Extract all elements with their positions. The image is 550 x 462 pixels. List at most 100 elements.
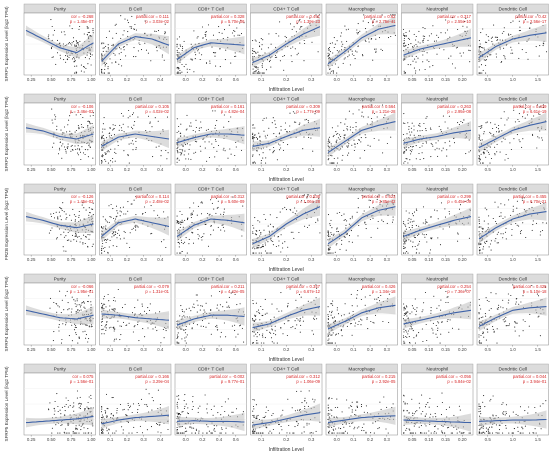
data-point	[115, 23, 117, 25]
data-point	[267, 47, 269, 49]
data-point	[112, 245, 114, 247]
x-tick-label: 0.4	[216, 257, 223, 262]
data-point	[75, 45, 77, 47]
x-tick-label: 0.20	[458, 347, 467, 352]
data-point	[366, 317, 368, 319]
data-point	[67, 124, 69, 126]
data-point	[63, 431, 65, 433]
data-point	[317, 218, 319, 220]
data-point	[221, 224, 223, 226]
data-point	[119, 238, 121, 240]
data-point	[77, 342, 79, 344]
data-point	[67, 423, 69, 425]
data-point	[76, 65, 78, 67]
data-point	[86, 406, 88, 408]
data-point	[65, 403, 67, 406]
data-point	[370, 236, 372, 238]
data-point	[140, 49, 143, 51]
data-point	[258, 245, 260, 247]
data-point	[522, 222, 524, 224]
data-point	[62, 43, 64, 45]
y-axis-label: SFRP5 Expression Level (log2 TPM)	[4, 366, 9, 441]
data-point	[53, 331, 55, 333]
data-point	[191, 214, 193, 216]
data-point	[176, 405, 178, 407]
data-point	[132, 227, 134, 229]
x-tick-label: 0.2	[124, 437, 131, 442]
data-point	[56, 237, 58, 239]
data-point	[407, 64, 409, 66]
data-point	[101, 137, 103, 139]
data-point	[531, 206, 533, 208]
data-point	[292, 46, 294, 48]
data-point	[252, 162, 254, 164]
data-point	[126, 242, 128, 244]
data-point	[210, 309, 212, 311]
data-point	[348, 54, 350, 56]
data-point	[255, 70, 257, 72]
data-point	[154, 326, 156, 328]
data-point	[423, 38, 425, 40]
data-point	[76, 427, 78, 429]
data-point	[79, 405, 81, 407]
data-point	[424, 68, 426, 71]
data-point	[82, 301, 84, 304]
data-point	[332, 234, 334, 236]
data-point	[108, 135, 110, 137]
x-tick-label: 0.50	[47, 437, 56, 442]
data-point	[440, 129, 442, 131]
data-point	[344, 236, 346, 238]
data-point	[67, 231, 69, 233]
data-point	[404, 252, 406, 254]
data-point	[177, 151, 179, 153]
data-point	[73, 57, 75, 59]
p-value: p = 3.29e-04	[145, 379, 169, 384]
data-point	[122, 115, 124, 117]
data-point	[122, 409, 124, 411]
p-value: p = 2.56e-17	[523, 19, 547, 24]
x-axis-label: Infiltration Level	[269, 267, 304, 273]
data-point	[480, 153, 482, 155]
data-point	[327, 318, 329, 320]
data-point	[234, 330, 236, 332]
data-point	[87, 27, 89, 29]
data-point	[299, 317, 301, 319]
data-point	[330, 219, 332, 221]
data-point	[120, 15, 122, 17]
data-point	[54, 118, 56, 120]
data-point	[221, 405, 223, 408]
p-value: p = 4.82e-04	[221, 109, 245, 114]
data-point	[255, 252, 257, 254]
data-point	[501, 32, 503, 34]
data-point	[271, 328, 273, 330]
data-point	[178, 125, 180, 128]
data-point	[106, 415, 108, 417]
data-point	[219, 290, 221, 293]
data-point	[347, 145, 349, 147]
data-point	[220, 229, 222, 231]
data-point	[223, 126, 225, 128]
data-point	[62, 202, 64, 204]
data-point	[255, 302, 257, 304]
p-value: p = 1.34e-18	[372, 289, 396, 294]
data-point	[72, 208, 74, 210]
data-point	[206, 403, 208, 405]
data-point	[484, 59, 486, 61]
data-point	[408, 217, 410, 219]
data-point	[349, 126, 351, 128]
data-point	[495, 131, 498, 133]
data-point	[414, 58, 416, 60]
row-frzb: FRZB Expression Level (log2 TPM) Purityco…	[4, 183, 549, 273]
x-tick-label: 1.5	[535, 347, 542, 352]
data-point	[403, 252, 405, 254]
data-point	[177, 342, 179, 344]
data-point	[306, 194, 308, 196]
data-point	[523, 14, 526, 16]
data-point	[191, 212, 193, 214]
data-point	[83, 427, 85, 429]
data-point	[348, 235, 351, 237]
data-point	[210, 199, 212, 201]
data-point	[405, 35, 407, 37]
data-point	[407, 333, 409, 335]
data-point	[190, 216, 192, 219]
